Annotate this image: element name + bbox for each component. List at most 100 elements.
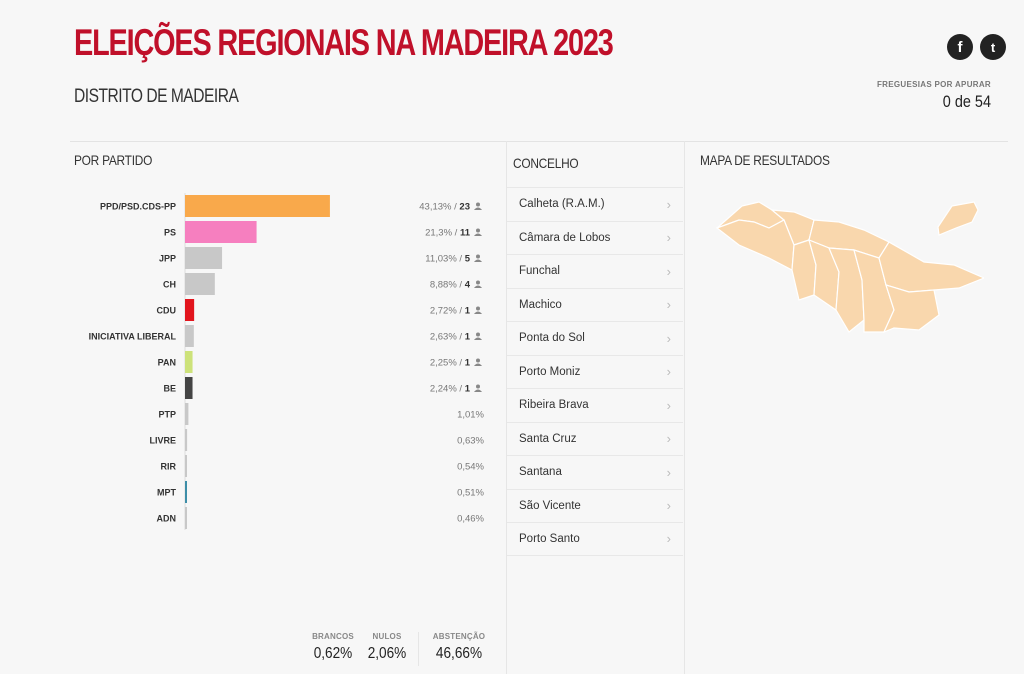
party-label-rir: RIR bbox=[161, 462, 177, 472]
map-title: MAPA DE RESULTADOS bbox=[700, 152, 830, 168]
value-label-pan: 2,25% / 1 bbox=[430, 358, 471, 369]
by-party-title: POR PARTIDO bbox=[74, 152, 153, 168]
concelho-title: CONCELHO bbox=[513, 155, 579, 171]
concelho-item[interactable]: São Vicente › bbox=[507, 488, 683, 523]
bar-livre[interactable] bbox=[185, 429, 188, 451]
nulos-value: 2,06% bbox=[367, 645, 407, 662]
value-label-ps: 21,3% / 11 bbox=[425, 228, 471, 239]
bar-rir[interactable] bbox=[185, 455, 187, 477]
concelho-label: São Vicente bbox=[519, 499, 581, 512]
person-icon bbox=[474, 280, 482, 288]
brancos-value: 0,62% bbox=[313, 645, 353, 662]
column-divider bbox=[506, 141, 507, 674]
concelho-item[interactable]: Calheta (R.A.M.) › bbox=[507, 187, 683, 221]
column-divider bbox=[684, 141, 685, 674]
value-label-iniciativa-liberal: 2,63% / 1 bbox=[430, 332, 471, 343]
value-label-jpp: 11,03% / 5 bbox=[425, 254, 470, 265]
value-label-ppd-psd-cds-pp: 43,13% / 23 bbox=[419, 202, 470, 213]
nulos-label: NULOS bbox=[372, 632, 402, 641]
chevron-right-icon: › bbox=[666, 196, 671, 212]
seats-label-be: 1 bbox=[465, 384, 471, 395]
concelho-label: Porto Santo bbox=[519, 532, 580, 545]
concelho-item[interactable]: Porto Moniz › bbox=[507, 354, 683, 389]
concelho-item[interactable]: Santa Cruz › bbox=[507, 421, 683, 456]
concelho-label: Santana bbox=[519, 466, 562, 479]
person-icon bbox=[474, 384, 482, 392]
concelho-item[interactable]: Machico › bbox=[507, 287, 683, 322]
bar-cdu[interactable] bbox=[185, 299, 195, 321]
bar-iniciativa-liberal[interactable] bbox=[185, 325, 194, 347]
party-label-ch: CH bbox=[163, 280, 176, 290]
party-label-livre: LIVRE bbox=[149, 436, 176, 446]
value-label-livre: 0,63% bbox=[457, 436, 484, 447]
person-icon bbox=[474, 202, 482, 210]
chevron-right-icon: › bbox=[666, 330, 671, 346]
map-region-machico[interactable] bbox=[878, 241, 984, 293]
map-region-porto-santo[interactable] bbox=[937, 201, 979, 236]
value-label-ch: 8,88% / 4 bbox=[430, 280, 471, 291]
social-share: f t bbox=[947, 34, 1006, 60]
concelho-item[interactable]: Câmara de Lobos › bbox=[507, 220, 683, 255]
party-label-cdu: CDU bbox=[157, 306, 177, 316]
party-label-iniciativa-liberal: INICIATIVA LIBERAL bbox=[89, 332, 177, 342]
brancos-label: BRANCOS bbox=[312, 632, 354, 641]
seats-label-jpp: 5 bbox=[465, 254, 471, 265]
concelho-item[interactable]: Porto Santo › bbox=[507, 522, 683, 556]
party-label-jpp: JPP bbox=[159, 254, 176, 264]
concelho-list: Calheta (R.A.M.) › Câmara de Lobos › Funchal… bbox=[507, 187, 683, 556]
value-label-adn: 0,46% bbox=[457, 514, 484, 525]
bar-ch[interactable] bbox=[185, 273, 215, 295]
chevron-right-icon: › bbox=[666, 431, 671, 447]
chevron-right-icon: › bbox=[666, 263, 671, 279]
party-label-ps: PS bbox=[164, 228, 176, 238]
value-label-be: 2,24% / 1 bbox=[430, 384, 471, 395]
person-icon bbox=[474, 332, 482, 340]
party-label-adn: ADN bbox=[157, 514, 177, 524]
bar-mpt[interactable] bbox=[185, 481, 187, 503]
abstencao-value: 46,66% bbox=[435, 645, 483, 662]
district-title: DISTRITO DE MADEIRA bbox=[74, 86, 239, 107]
bar-be[interactable] bbox=[185, 377, 193, 399]
concelho-label: Santa Cruz bbox=[519, 432, 577, 445]
party-label-ptp: PTP bbox=[158, 410, 176, 420]
concelho-label: Calheta (R.A.M.) bbox=[519, 198, 605, 211]
seats-label-ppd-psd-cds-pp: 23 bbox=[459, 202, 470, 213]
totals-brancos-nulos: BRANCOS 0,62% NULOS 2,06% bbox=[308, 632, 412, 663]
seats-label-cdu: 1 bbox=[465, 306, 471, 317]
pending-counter: FREGUESIAS POR APURAR 0 de 54 bbox=[877, 80, 991, 112]
value-label-rir: 0,54% bbox=[457, 462, 484, 473]
seats-label-pan: 1 bbox=[465, 358, 471, 369]
bar-ptp[interactable] bbox=[185, 403, 189, 425]
concelho-item[interactable]: Ponta do Sol › bbox=[507, 321, 683, 355]
bar-pan[interactable] bbox=[185, 351, 193, 373]
concelho-item[interactable]: Ribeira Brava › bbox=[507, 388, 683, 422]
chevron-right-icon: › bbox=[666, 464, 671, 480]
value-label-cdu: 2,72% / 1 bbox=[430, 306, 471, 317]
results-map[interactable] bbox=[714, 200, 984, 340]
twitter-icon[interactable]: t bbox=[980, 34, 1006, 60]
concelho-label: Ribeira Brava bbox=[519, 399, 589, 412]
concelho-label: Ponta do Sol bbox=[519, 332, 585, 345]
seats-label-ch: 4 bbox=[465, 280, 471, 291]
chevron-right-icon: › bbox=[666, 498, 671, 514]
concelho-label: Porto Moniz bbox=[519, 365, 581, 378]
bar-jpp[interactable] bbox=[185, 247, 223, 269]
concelho-label: Câmara de Lobos bbox=[519, 231, 611, 244]
concelho-item[interactable]: Santana › bbox=[507, 455, 683, 489]
party-bar-chart: PPD/PSD.CDS-PP 43,13% / 23 PS 21,3% / 11 JPP… bbox=[89, 193, 485, 530]
bar-ppd-psd-cds-pp[interactable] bbox=[185, 195, 330, 217]
person-icon bbox=[474, 228, 482, 236]
person-icon bbox=[474, 306, 482, 314]
party-label-mpt: MPT bbox=[157, 488, 177, 498]
concelho-item[interactable]: Funchal › bbox=[507, 254, 683, 288]
map-region-santa-cruz[interactable] bbox=[882, 284, 940, 334]
facebook-icon[interactable]: f bbox=[947, 34, 973, 60]
party-label-ppd-psd-cds-pp: PPD/PSD.CDS-PP bbox=[100, 202, 176, 212]
chevron-right-icon: › bbox=[666, 397, 671, 413]
bar-ps[interactable] bbox=[185, 221, 257, 243]
party-label-pan: PAN bbox=[158, 358, 176, 368]
bar-adn[interactable] bbox=[185, 507, 187, 529]
chevron-right-icon: › bbox=[666, 364, 671, 380]
map-region-calheta[interactable] bbox=[715, 219, 795, 271]
totals-divider bbox=[418, 632, 419, 666]
